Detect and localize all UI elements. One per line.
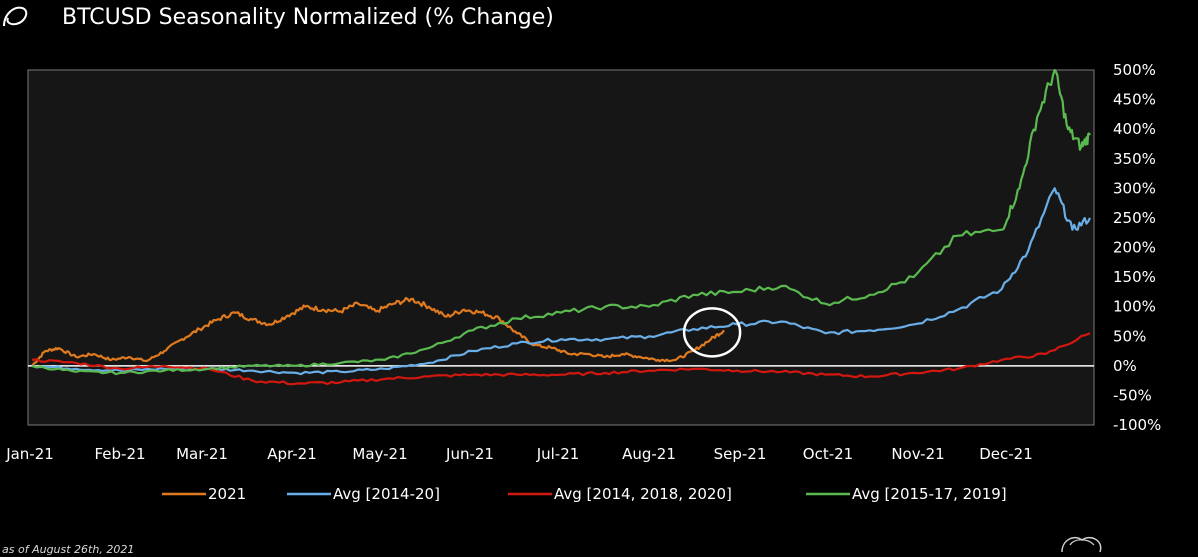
legend-label: Avg [2015-17, 2019] [852,485,1007,503]
legend-item: 2021 [162,485,246,503]
series-line [31,296,725,367]
annotations [682,307,742,358]
x-tick-label: Nov-21 [891,445,944,463]
x-tick-label: May-21 [352,445,407,463]
x-tick-label: Apr-21 [267,445,317,463]
x-tick-label: Dec-21 [979,445,1033,463]
y-axis-tick-labels: 500% 450% 400% 350% 300% 250% 200% 150% 100% 50% 0… [1113,61,1161,434]
y-tick-label: -100% [1113,416,1161,434]
x-tick-label: Jul-21 [536,445,580,463]
series-line [31,187,1091,376]
legend-item: Avg [2014-20] [287,485,440,503]
x-tick-label: Jun-21 [445,445,494,463]
series-line [31,68,1091,376]
x-tick-label: Oct-21 [803,445,853,463]
x-tick-label: Aug-21 [622,445,676,463]
legend-item: Avg [2015-17, 2019] [806,485,1007,503]
y-tick-label: 150% [1113,268,1156,286]
y-tick-label: 50% [1113,327,1146,345]
highlight-circle [682,307,742,358]
legend: 2021 Avg [2014-20] Avg [2014, 2018, 2020] A… [162,485,1007,503]
x-tick-label: Mar-21 [176,445,228,463]
legend-label: Avg [2014-20] [333,485,440,503]
y-tick-label: 450% [1113,91,1156,109]
chart-title: BTCUSD Seasonality Normalized (% Change) [62,5,554,30]
y-tick-label: 0% [1113,357,1137,375]
y-tick-label: 350% [1113,150,1156,168]
x-tick-label: Sep-21 [714,445,767,463]
legend-label: 2021 [208,485,246,503]
y-tick-label: 100% [1113,298,1156,316]
series-lines [31,68,1091,386]
y-tick-label: 200% [1113,239,1156,257]
y-tick-label: 250% [1113,209,1156,227]
y-tick-label: 400% [1113,120,1156,138]
x-tick-label: Feb-21 [94,445,145,463]
y-tick-label: 300% [1113,179,1156,197]
legend-label: Avg [2014, 2018, 2020] [554,485,732,503]
brand-mark-icon [1061,536,1102,553]
brand-logo-icon [3,6,28,27]
legend-item: Avg [2014, 2018, 2020] [508,485,732,503]
y-tick-label: 500% [1113,61,1156,79]
y-tick-label: -50% [1113,386,1152,404]
footer-note: as of August 26th, 2021 [2,543,134,556]
x-axis-tick-labels: Jan-21 Feb-21 Mar-21 Apr-21 May-21 Jun-21 Jul-… [5,445,1033,463]
x-tick-label: Jan-21 [5,445,54,463]
